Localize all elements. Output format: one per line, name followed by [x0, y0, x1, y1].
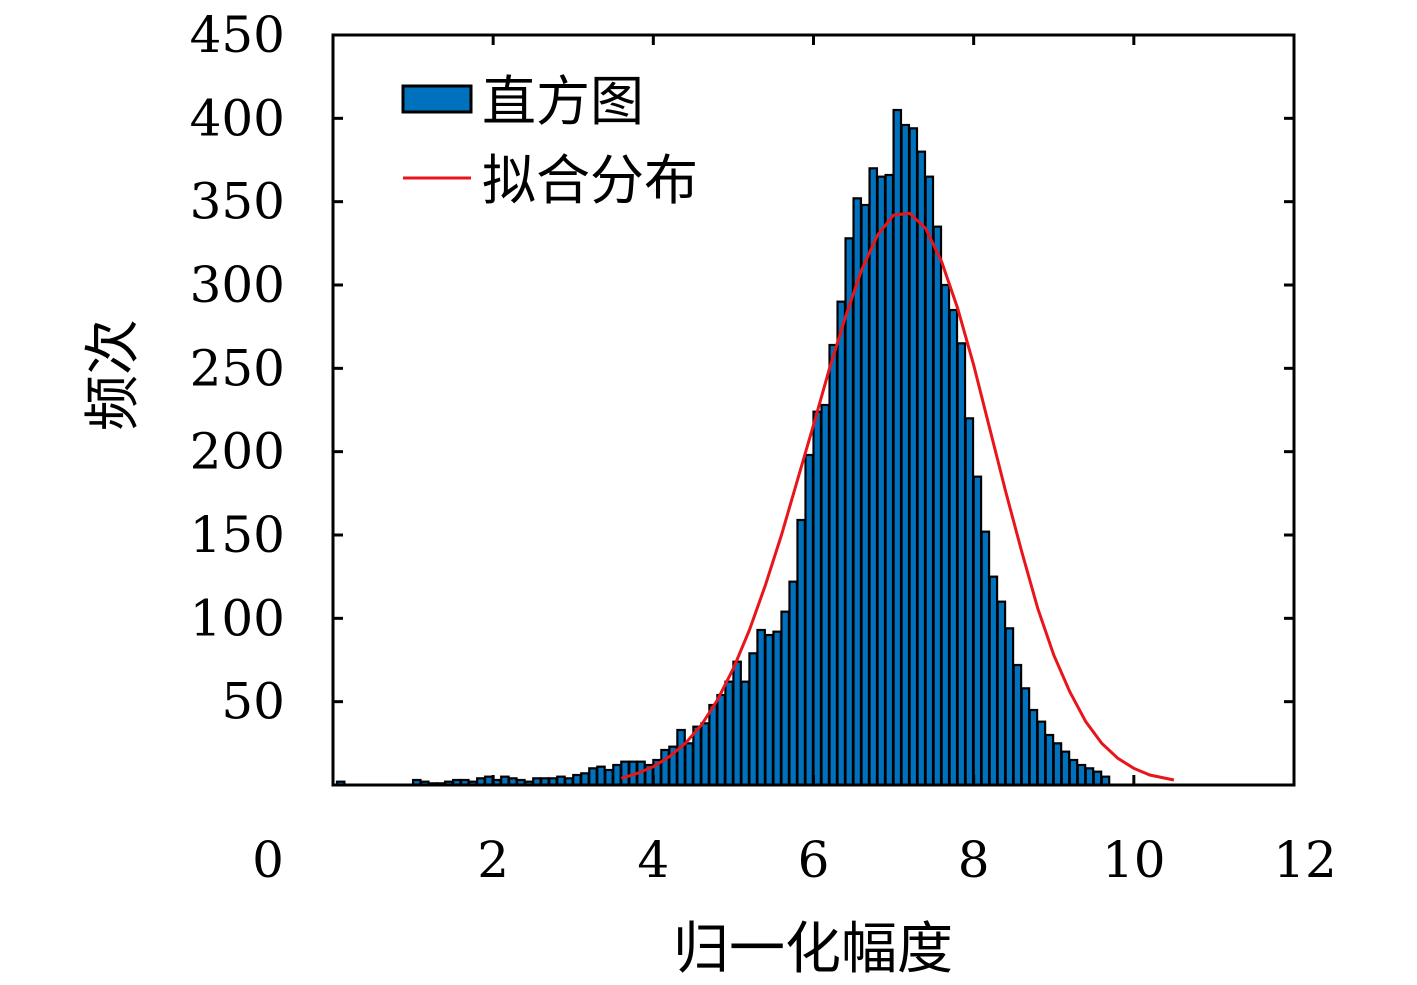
histogram-bar — [716, 693, 726, 787]
histogram-bar — [796, 518, 806, 787]
histogram-bar — [1004, 627, 1015, 787]
histogram-bar — [620, 760, 630, 787]
x-tick-label: 2 — [477, 831, 509, 889]
x-tick-label: 4 — [637, 831, 669, 889]
legend-histogram-label: 直方图 — [482, 70, 644, 133]
histogram-bar — [596, 765, 606, 787]
histogram-bar — [692, 725, 702, 787]
histogram-bar — [748, 652, 758, 787]
histogram-bar — [1084, 767, 1095, 787]
histogram-bar — [828, 343, 839, 787]
histogram-bar — [588, 767, 598, 787]
y-tick-labels: 50 100 150 200 250 300 350 400 450 — [190, 6, 285, 731]
legend-histogram-swatch — [401, 84, 473, 114]
histogram-bar — [1012, 663, 1023, 787]
histogram-bar — [660, 748, 670, 787]
histogram-bar — [844, 237, 855, 787]
histogram-bar — [868, 167, 879, 787]
histogram-bar — [884, 173, 895, 787]
histogram-bar — [580, 772, 590, 787]
histogram-bar — [700, 722, 710, 787]
histogram-bar — [1076, 763, 1087, 787]
histogram-bar — [940, 283, 951, 787]
x-tick-label: 12 — [1273, 831, 1337, 889]
axis-ticks — [333, 33, 1294, 785]
histogram-bar — [980, 530, 991, 787]
y-tick-label: 450 — [190, 6, 285, 64]
histogram-bar — [996, 600, 1007, 787]
x-tick-label: 6 — [798, 831, 830, 889]
x-tick-label: 8 — [958, 831, 990, 889]
y-tick-label: 150 — [190, 506, 285, 564]
histogram-bar — [1036, 720, 1047, 787]
histogram-bar — [876, 175, 887, 787]
histogram-bar — [724, 680, 734, 787]
x-tick-label: 10 — [1102, 831, 1166, 889]
histogram-bar — [1060, 750, 1071, 787]
legend: 直方图 拟合分布 — [401, 70, 698, 212]
x-axis-title: 归一化幅度 — [673, 917, 953, 982]
histogram-bar — [708, 703, 718, 787]
histogram-bar — [1052, 742, 1063, 787]
histogram-bar — [1092, 770, 1103, 787]
histogram-bar — [1028, 708, 1039, 787]
y-tick-label: 200 — [190, 423, 285, 481]
histogram-bar — [820, 403, 831, 787]
histogram-bar — [900, 123, 911, 787]
y-axis-title: 频次 — [81, 319, 146, 431]
y-tick-label: 300 — [190, 256, 285, 314]
histogram-bar — [676, 728, 686, 787]
histogram-bar — [860, 203, 871, 787]
y-tick-label: 50 — [221, 673, 285, 731]
histogram-bar — [836, 300, 847, 787]
histogram-bar — [1044, 733, 1055, 787]
histogram-bar — [1068, 758, 1079, 787]
x-tick-labels: 0 2 4 6 8 10 12 — [252, 831, 1337, 889]
y-tick-label: 250 — [190, 339, 285, 397]
histogram-bar — [932, 225, 943, 787]
histogram-bar — [740, 680, 750, 787]
histogram-bar — [772, 630, 782, 787]
histogram-bar — [684, 742, 694, 787]
histogram-bar — [956, 342, 967, 787]
histogram-bar — [916, 150, 927, 787]
histogram-bar — [1020, 687, 1031, 787]
histogram-bar — [892, 108, 903, 787]
x-tick-label: 0 — [252, 831, 284, 889]
histogram-bar — [612, 763, 622, 787]
histogram-bar — [756, 628, 766, 787]
y-tick-label: 400 — [190, 89, 285, 147]
y-tick-label: 100 — [190, 589, 285, 647]
histogram-bar — [804, 453, 814, 787]
histogram-bar — [948, 308, 959, 787]
histogram-bar — [988, 575, 999, 787]
histogram-bar — [604, 768, 614, 787]
histogram-bar — [924, 175, 935, 787]
histogram-bar — [972, 475, 983, 787]
histogram-bar — [964, 417, 975, 787]
legend-fit-label: 拟合分布 — [482, 149, 698, 212]
fit-curve — [620, 211, 1175, 782]
y-tick-label: 350 — [190, 173, 285, 231]
histogram-bar — [732, 660, 742, 787]
histogram-bar — [788, 580, 798, 787]
histogram-bar — [908, 127, 919, 787]
histogram-bar — [812, 410, 822, 787]
histogram-bar — [764, 633, 774, 787]
histogram-bar — [780, 610, 790, 787]
